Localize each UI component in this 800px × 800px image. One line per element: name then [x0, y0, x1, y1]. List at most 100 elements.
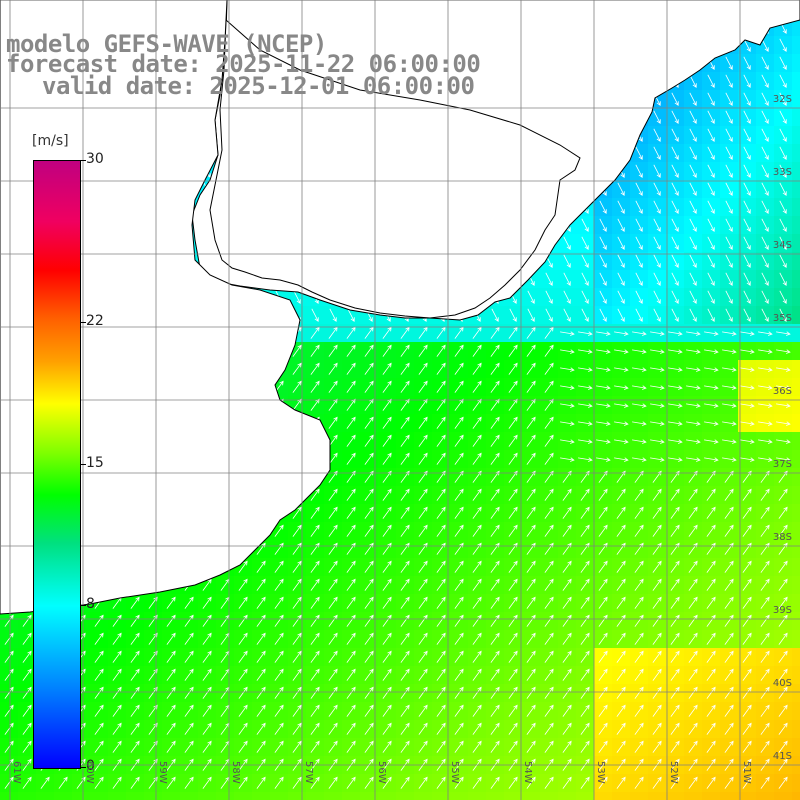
- wind-cell: [756, 702, 775, 721]
- wind-cell: [576, 360, 595, 379]
- wind-cell: [396, 576, 415, 595]
- wind-arrow: [364, 344, 374, 357]
- wind-cell: [522, 702, 541, 721]
- wind-arrow: [688, 506, 698, 519]
- wind-cell: [270, 630, 289, 649]
- wind-arrow: [400, 686, 410, 699]
- wind-cell: [486, 738, 505, 757]
- wind-cell: [126, 612, 145, 631]
- wind-arrow: [256, 650, 266, 663]
- wind-arrow: [580, 740, 590, 753]
- wind-arrow: [418, 596, 428, 609]
- wind-arrow: [725, 218, 733, 232]
- wind-arrow: [400, 722, 410, 735]
- wind-cell: [486, 594, 505, 613]
- wind-cell: [666, 576, 685, 595]
- wind-cell: [198, 666, 217, 685]
- wind-cell: [612, 540, 631, 559]
- wind-arrow: [724, 632, 734, 645]
- wind-cell: [180, 612, 199, 631]
- wind-cell: [594, 342, 613, 361]
- wind-arrow: [238, 614, 248, 627]
- wind-arrow: [722, 439, 737, 444]
- wind-arrow: [508, 362, 518, 375]
- wind-arrow: [742, 506, 752, 519]
- wind-cell: [666, 450, 685, 469]
- wind-arrow: [238, 686, 248, 699]
- wind-cell: [756, 378, 775, 397]
- wind-arrow: [668, 403, 683, 408]
- wind-cell: [540, 774, 559, 793]
- wind-arrow: [578, 331, 593, 336]
- wind-arrow: [544, 722, 554, 735]
- wind-arrow: [202, 632, 212, 645]
- wind-arrow: [635, 146, 643, 160]
- wind-cell: [774, 396, 793, 415]
- latitude-label: 35S: [772, 313, 792, 324]
- wind-arrow: [761, 146, 769, 160]
- wind-cell: [666, 414, 685, 433]
- wind-cell: [648, 522, 667, 541]
- wind-cell: [360, 486, 379, 505]
- wind-arrow: [671, 164, 679, 178]
- wind-cell: [702, 738, 721, 757]
- wind-cell: [288, 720, 307, 739]
- wind-cell: [792, 540, 800, 559]
- wind-cell: [468, 522, 487, 541]
- wind-cell: [450, 522, 469, 541]
- wind-cell: [234, 684, 253, 703]
- wind-arrow: [724, 650, 734, 663]
- wind-cell: [792, 180, 800, 199]
- wind-cell: [360, 738, 379, 757]
- wind-arrow: [707, 236, 715, 250]
- wind-cell: [612, 432, 631, 451]
- wind-arrow: [400, 434, 410, 447]
- wind-arrow: [686, 421, 701, 426]
- wind-arrow: [596, 367, 611, 372]
- wind-cell: [90, 720, 109, 739]
- wind-cell: [576, 666, 595, 685]
- wind-cell: [522, 342, 541, 361]
- wind-arrow: [346, 668, 356, 681]
- wind-arrow: [544, 344, 554, 357]
- wind-cell: [540, 396, 559, 415]
- wind-cell: [558, 558, 577, 577]
- wind-cell: [306, 522, 325, 541]
- wind-cell: [504, 450, 523, 469]
- wind-arrow: [472, 560, 482, 573]
- wind-cell: [504, 504, 523, 523]
- wind-cell: [504, 396, 523, 415]
- wind-arrow: [743, 74, 751, 88]
- wind-cell: [594, 522, 613, 541]
- wind-cell: [738, 540, 757, 559]
- wind-arrow: [292, 668, 302, 681]
- wind-arrow: [652, 776, 662, 789]
- wind-arrow: [598, 578, 608, 591]
- wind-cell: [288, 540, 307, 559]
- wind-cell: [540, 720, 559, 739]
- wind-arrow: [598, 704, 608, 717]
- wind-cell: [666, 504, 685, 523]
- wind-arrow: [472, 452, 482, 465]
- wind-cell: [702, 522, 721, 541]
- wind-cell: [144, 684, 163, 703]
- wind-arrow: [671, 200, 679, 214]
- wind-cell: [342, 468, 361, 487]
- wind-cell: [504, 756, 523, 775]
- wind-cell: [468, 594, 487, 613]
- longitude-label: 51W: [741, 761, 752, 784]
- wind-arrow: [346, 614, 356, 627]
- wind-cell: [738, 648, 757, 667]
- wind-arrow: [686, 457, 701, 462]
- wind-cell: [684, 486, 703, 505]
- wind-arrow: [184, 776, 194, 789]
- wind-arrow: [382, 668, 392, 681]
- wind-arrow: [490, 488, 500, 501]
- wind-cell: [216, 702, 235, 721]
- wind-arrow: [599, 236, 607, 250]
- wind-arrow: [454, 452, 464, 465]
- wind-cell: [504, 432, 523, 451]
- wind-arrow: [562, 776, 572, 789]
- wind-cell: [198, 720, 217, 739]
- wind-arrow: [382, 704, 392, 717]
